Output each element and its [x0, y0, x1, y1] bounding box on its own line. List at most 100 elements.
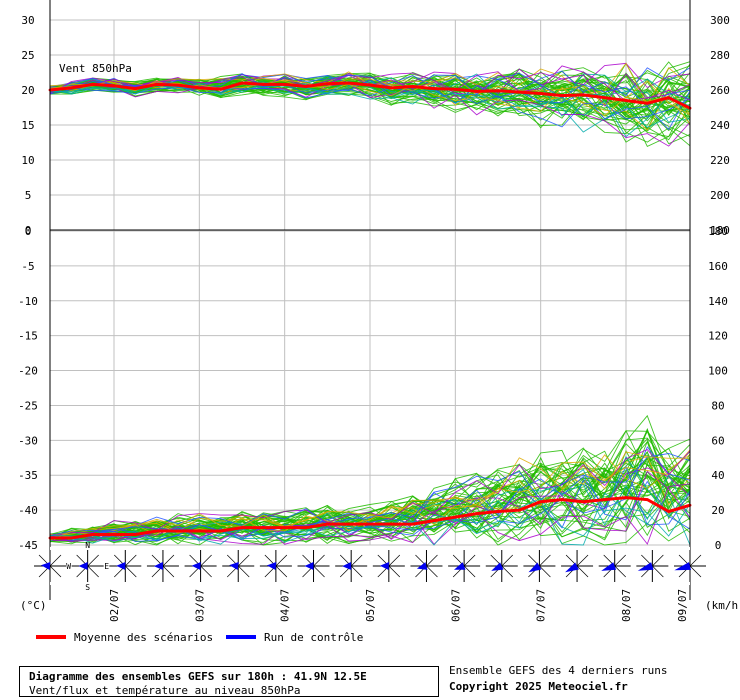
- wind-mean-series: [48, 81, 692, 110]
- temp-ytick-label: -35: [18, 469, 38, 482]
- temp-mean-line-point: [133, 533, 137, 536]
- temp-ytick-label: -25: [18, 399, 38, 412]
- compass-diag: [415, 554, 438, 578]
- temp-ytick-right-label: 160: [708, 260, 728, 273]
- credit-line-ensemble: Ensemble GEFS des 4 derniers runs: [449, 664, 668, 677]
- ensemble-member-line: [49, 429, 691, 537]
- compass-rose: [636, 550, 669, 582]
- compass-rose: [410, 550, 443, 582]
- wind-direction-arrow: [41, 562, 51, 570]
- compass-rose: [146, 550, 179, 582]
- x-tick-label: 08/07: [620, 589, 633, 622]
- wind-mean-line-point: [261, 83, 265, 86]
- wind-direction-arrow: [491, 562, 504, 571]
- wind-direction-arrow: [116, 562, 126, 570]
- wind-mean-line-point: [112, 84, 116, 88]
- unit-right-label: (km/h): [705, 599, 740, 612]
- compass-diag: [603, 554, 626, 578]
- wind-ytick-right-label: 220: [710, 154, 730, 167]
- compass-diag: [641, 554, 664, 578]
- compass-rose: [335, 550, 368, 582]
- wind-direction-arrow: [78, 562, 88, 570]
- temp-mean-line-point: [197, 529, 201, 533]
- x-tick-label: 04/07: [279, 589, 292, 622]
- x-tick-label: 06/07: [449, 589, 462, 622]
- temp-ytick-right-label: 120: [708, 330, 728, 343]
- temp-ytick-right-label: 60: [711, 434, 724, 447]
- wind-direction-row: N S E W: [34, 541, 706, 592]
- info-subtitle: Vent/flux et température au niveau 850hP…: [29, 684, 301, 697]
- ensemble-member-line: [49, 77, 691, 116]
- compass-rose: [184, 550, 217, 582]
- temp-ytick-right-label: 80: [711, 399, 724, 412]
- wind-direction-arrow: [191, 562, 201, 570]
- temp-mean-line-point: [155, 529, 159, 533]
- unit-left-label: (°C): [20, 599, 47, 612]
- wind-mean-line-point: [304, 85, 308, 88]
- wind-mean-line-point: [453, 87, 457, 91]
- compass-rose: N S E W: [66, 541, 109, 592]
- wind-mean-line-point: [197, 86, 201, 90]
- wind-ytick-right-label: 180: [710, 224, 730, 237]
- temp-ytick-label: -45: [18, 539, 38, 552]
- wind-ytick-right-label: 300: [710, 14, 730, 27]
- temp-mean-line-point: [624, 496, 628, 499]
- compass-rose: [598, 550, 631, 582]
- info-box: Diagramme des ensembles GEFS sur 180h : …: [19, 666, 439, 697]
- wind-mean-line-point: [560, 94, 564, 97]
- temp-ytick-label: -10: [18, 295, 38, 308]
- compass-label-n: N: [85, 541, 90, 550]
- temp-mean-line-point: [261, 526, 265, 529]
- temp-mean-line-point: [283, 526, 287, 529]
- temp-ytick-right-label: 100: [708, 365, 728, 378]
- temp-mean-line-point: [432, 519, 436, 522]
- temp-ytick-label: -30: [18, 434, 38, 447]
- wind-mean-line-point: [133, 87, 137, 90]
- wind-panel-annotation: Vent 850hPa: [59, 62, 132, 75]
- temp-mean-line-point: [325, 522, 329, 526]
- temperature-mean-series: [48, 496, 692, 540]
- x-tick-label: 05/07: [364, 589, 377, 622]
- wind-direction-arrow: [674, 562, 691, 571]
- compass-diag: [339, 554, 363, 578]
- legend-swatch-mean: [36, 635, 66, 639]
- legend: Moyenne des scénarios Run de contrôle: [36, 628, 456, 646]
- compass-rose: [561, 550, 594, 582]
- wind-ytick-label: 0: [25, 224, 32, 237]
- temp-mean-line-point: [240, 526, 244, 529]
- x-tick-label: 09/07: [676, 589, 689, 622]
- compass-label-s: S: [85, 583, 90, 592]
- wind-mean-line-point: [91, 83, 95, 86]
- ensemble-member-line: [49, 453, 691, 537]
- temp-mean-line-point: [219, 529, 223, 533]
- wind-mean-line-point: [411, 85, 415, 88]
- wind-mean-line-point: [347, 81, 351, 85]
- compass-diag: [302, 554, 325, 578]
- compass-rose: [259, 550, 292, 582]
- wind-mean-line-point: [389, 86, 393, 90]
- ensemble-member-line: [50, 446, 691, 539]
- y-tick-labels: 051015202530180200220240260280300-45-40-…: [18, 14, 730, 552]
- wind-direction-arrow: [601, 562, 617, 571]
- wind-direction-arrow: [229, 562, 239, 570]
- temp-mean-line-point: [176, 529, 180, 533]
- info-title: Diagramme des ensembles GEFS sur 180h : …: [29, 670, 367, 683]
- credit-block: Ensemble GEFS des 4 derniers runs Copyri…: [449, 664, 729, 693]
- wind-direction-arrow: [416, 562, 428, 570]
- wind-mean-line-point: [240, 81, 244, 85]
- compass-label-w: W: [66, 562, 71, 571]
- temp-ytick-label: -5: [21, 260, 34, 273]
- temp-ytick-right-label: 40: [711, 469, 724, 482]
- temp-mean-line-point: [304, 526, 308, 529]
- temp-ytick-right-label: 20: [711, 504, 724, 517]
- legend-swatch-control: [226, 635, 256, 639]
- wind-ytick-label: 15: [21, 119, 34, 132]
- ensemble-member-line: [49, 79, 691, 125]
- temp-mean-line-point: [347, 522, 351, 526]
- wind-mean-line-point: [581, 93, 585, 97]
- wind-ytick-label: 5: [25, 189, 32, 202]
- legend-label-control: Run de contrôle: [264, 630, 364, 644]
- wind-ytick-label: 20: [21, 84, 34, 97]
- wind-direction-arrow: [379, 562, 389, 570]
- compass-rose: [222, 550, 255, 582]
